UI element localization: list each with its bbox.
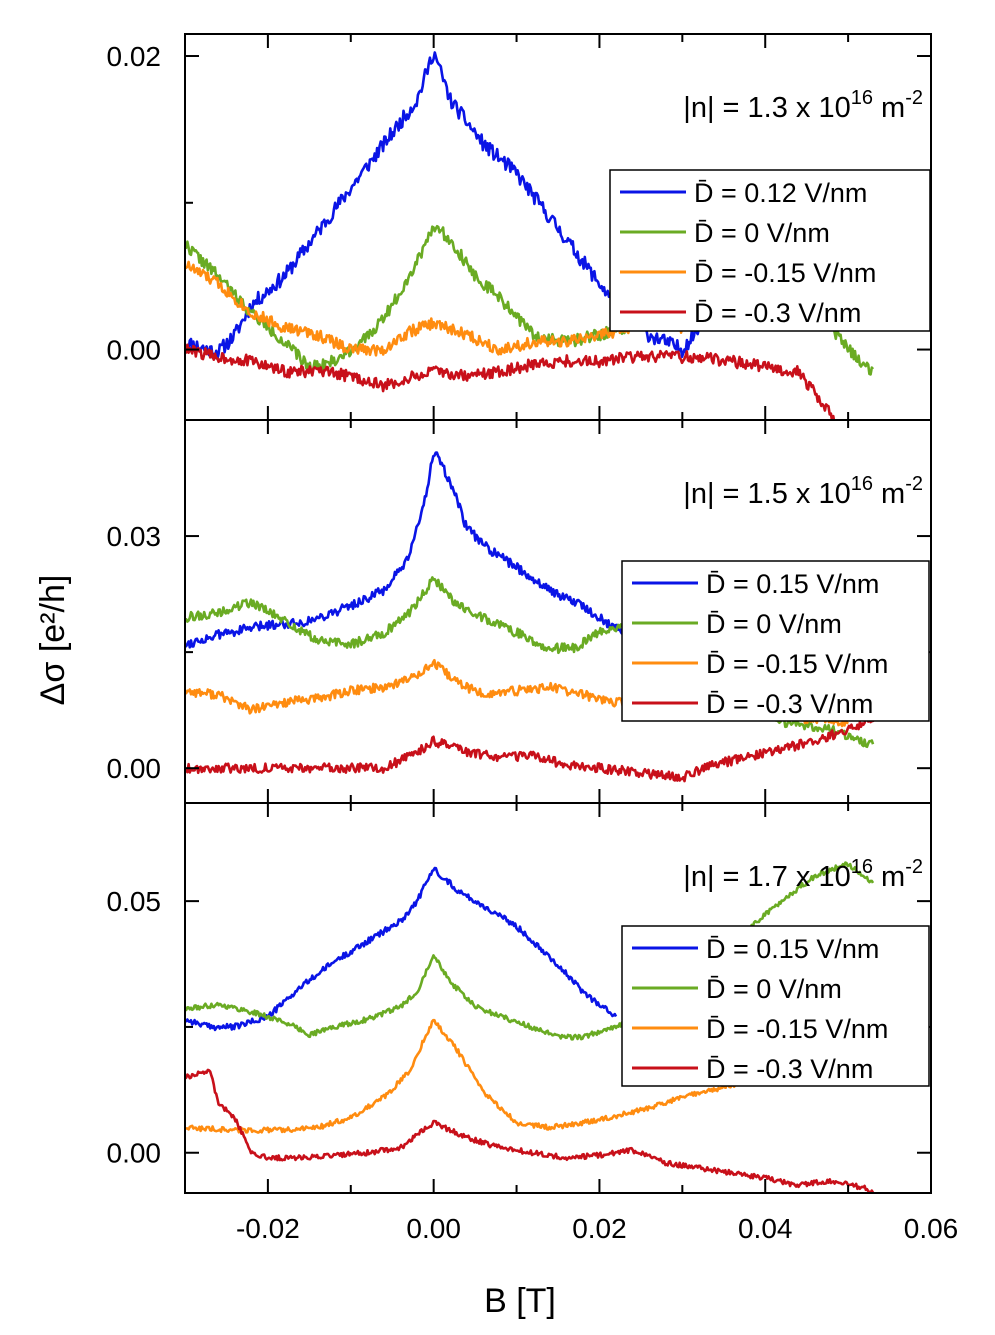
series-line-4 — [185, 716, 875, 783]
series-line-3 — [185, 260, 684, 357]
legend-label: D̄ = -0.3 V/nm — [706, 689, 873, 719]
panel-2: 0.00 0.03 |n| = 1.5 x 1016 m-2 D̄ = 0.15 V/… — [107, 419, 932, 804]
legend-label: D̄ = 0 V/nm — [694, 218, 830, 248]
legend-box — [609, 169, 931, 332]
series-line-1 — [185, 866, 618, 1032]
legend-label: D̄ = 0.15 V/nm — [706, 569, 879, 599]
density-annotation: |n| = 1.7 x 1016 m-2 — [683, 856, 923, 893]
x-tick-label: 0.04 — [738, 1213, 793, 1244]
plot-frame — [184, 802, 932, 1194]
legend: D̄ = 0.15 V/nm D̄ = 0 V/nm D̄ = -0.15 V/nm… — [621, 925, 930, 1087]
y-tick-label: 0.00 — [107, 335, 162, 366]
y-tick-label: 0.02 — [107, 41, 162, 72]
y-tick-label: 0.00 — [107, 1138, 162, 1169]
y-tick-label: 0.05 — [107, 886, 162, 917]
legend-label: D̄ = 0 V/nm — [706, 974, 842, 1004]
legend-label: D̄ = -0.15 V/nm — [694, 258, 876, 288]
legend-label: D̄ = -0.15 V/nm — [706, 649, 888, 679]
legend: D̄ = 0.15 V/nm D̄ = 0 V/nm D̄ = -0.15 V/nm… — [621, 560, 930, 722]
legend: D̄ = 0.12 V/nm D̄ = 0 V/nm D̄ = -0.15 V/nm… — [609, 169, 931, 332]
x-tick-label: 0.00 — [406, 1213, 461, 1244]
x-axis-label: B [T] — [484, 1282, 556, 1320]
x-tick-label: -0.02 — [236, 1213, 300, 1244]
panels: 0.00 0.02 |n| = 1.3 x 1016 m-2 D̄ = 0.12 V/… — [107, 33, 959, 1244]
legend-label: D̄ = -0.3 V/nm — [694, 298, 861, 328]
y-axis-label: Δσ [e²/h] — [34, 575, 72, 706]
legend-box — [621, 925, 930, 1087]
legend-label: D̄ = 0 V/nm — [706, 609, 842, 639]
series-line-2 — [185, 861, 875, 1041]
panel-1: 0.00 0.02 |n| = 1.3 x 1016 m-2 D̄ = 0.12 V/… — [107, 33, 932, 421]
series-line-1 — [185, 451, 643, 649]
series-line-3 — [185, 1018, 767, 1134]
x-tick-label: 0.02 — [572, 1213, 627, 1244]
legend-label: D̄ = 0.12 V/nm — [694, 178, 867, 208]
density-annotation: |n| = 1.5 x 1016 m-2 — [683, 473, 923, 510]
legend-box — [621, 560, 930, 722]
density-annotation: |n| = 1.3 x 1016 m-2 — [683, 87, 923, 124]
series-group — [185, 861, 875, 1193]
legend-label: D̄ = 0.15 V/nm — [706, 934, 879, 964]
y-tick-label: 0.03 — [107, 521, 162, 552]
legend-label: D̄ = -0.15 V/nm — [706, 1014, 888, 1044]
series-line-4 — [185, 1068, 875, 1193]
y-tick-label: 0.00 — [107, 753, 162, 784]
x-tick-label: 0.06 — [904, 1213, 959, 1244]
series-line-4 — [185, 343, 836, 420]
panel-3: 0.00 0.05 -0.02 0.00 0.02 0.04 0.06 |n| = 1.7 x… — [107, 802, 959, 1244]
legend-label: D̄ = -0.3 V/nm — [706, 1054, 873, 1084]
